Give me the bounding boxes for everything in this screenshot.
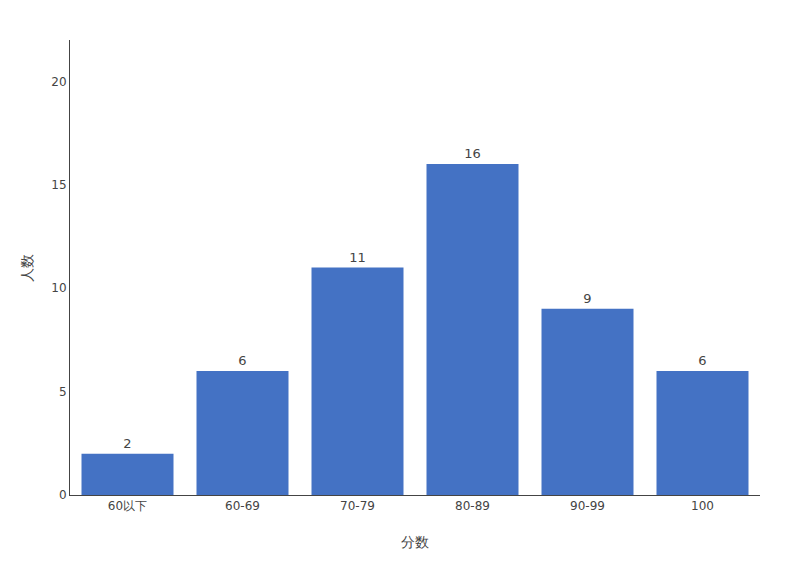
svg-text:6: 6 bbox=[698, 353, 706, 368]
svg-text:6: 6 bbox=[238, 353, 246, 368]
svg-text:60-69: 60-69 bbox=[225, 499, 260, 513]
svg-text:80-89: 80-89 bbox=[455, 499, 490, 513]
svg-text:10: 10 bbox=[51, 281, 66, 295]
svg-text:0: 0 bbox=[59, 488, 67, 502]
svg-text:人数: 人数 bbox=[19, 254, 35, 282]
svg-text:分数: 分数 bbox=[401, 534, 429, 550]
svg-text:9: 9 bbox=[583, 291, 591, 306]
svg-text:15: 15 bbox=[51, 178, 66, 192]
svg-text:16: 16 bbox=[464, 146, 481, 161]
svg-text:60以下: 60以下 bbox=[108, 499, 147, 513]
svg-text:100: 100 bbox=[691, 499, 714, 513]
svg-text:2: 2 bbox=[123, 436, 131, 451]
svg-text:11: 11 bbox=[349, 250, 366, 265]
svg-text:70-79: 70-79 bbox=[340, 499, 375, 513]
svg-text:5: 5 bbox=[59, 385, 67, 399]
svg-text:90-99: 90-99 bbox=[570, 499, 605, 513]
svg-text:20: 20 bbox=[51, 75, 66, 89]
